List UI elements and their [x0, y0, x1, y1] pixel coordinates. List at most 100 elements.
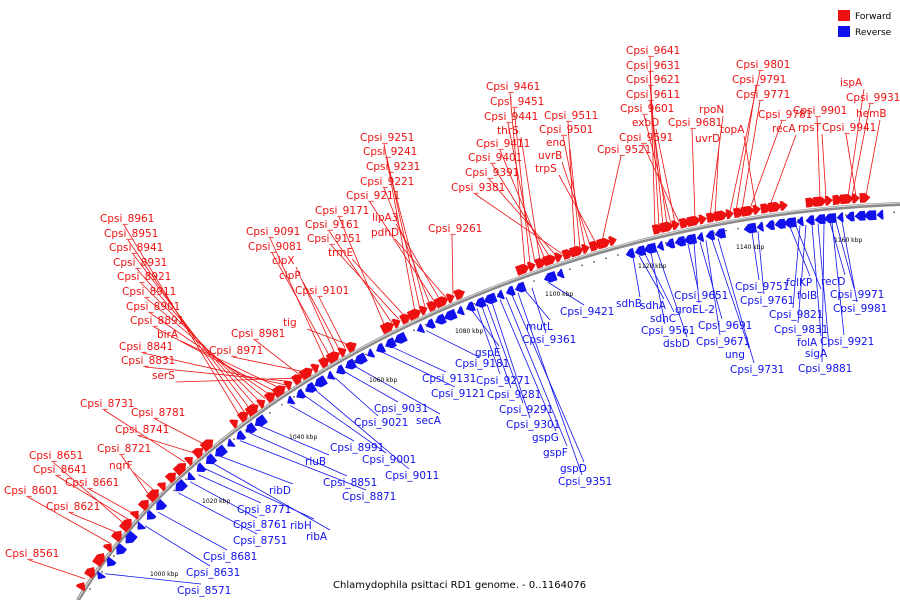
- leader-line: [711, 239, 750, 349]
- gene-arrow: [283, 380, 293, 391]
- gene-arrow: [97, 571, 106, 580]
- gene-arrow: [196, 462, 207, 472]
- leader-line: [425, 330, 480, 358]
- gene-arrow: [580, 244, 590, 254]
- leader-line: [318, 296, 346, 349]
- forward-gene-label: trpS: [535, 163, 557, 175]
- gene-arrow: [137, 521, 146, 530]
- forward-gene-label: Cpsi_8651: [29, 450, 83, 462]
- forward-gene-label: Cpsi_8641: [33, 464, 87, 476]
- leader-line: [120, 454, 151, 497]
- gene-arrow: [199, 439, 214, 453]
- gene-arrow: [118, 518, 132, 533]
- leader-line: [338, 216, 386, 327]
- leader-line: [649, 85, 664, 226]
- leader-line: [104, 573, 202, 585]
- reverse-gene-label: Cpsi_9121: [431, 388, 485, 400]
- forward-gene-label: Cpsi_9161: [305, 219, 359, 231]
- leader-line: [499, 149, 546, 260]
- tick-dot: [113, 555, 115, 557]
- forward-gene-label: birA: [157, 329, 179, 341]
- tick-dot: [665, 242, 667, 244]
- genome-title: Chlamydophila psittaci RD1 genome. - 0..…: [333, 580, 586, 591]
- forward-gene-label: nqrF: [109, 460, 133, 472]
- forward-gene-label: Cpsi_8931: [113, 257, 167, 269]
- tick-dot: [269, 412, 271, 414]
- tick-dot: [473, 302, 475, 305]
- tick-label: 1000 kbp: [150, 571, 178, 578]
- forward-gene-label: Cpsi_9511: [544, 110, 598, 122]
- gene-arrow: [145, 489, 159, 503]
- leader-line: [816, 116, 821, 200]
- forward-gene-label: clpP: [279, 270, 301, 282]
- gene-arrow: [106, 556, 117, 567]
- gene-arrow: [314, 375, 328, 388]
- gene-arrow: [394, 331, 408, 344]
- gene-arrow: [379, 321, 395, 335]
- reverse-gene-label: secA: [416, 415, 442, 427]
- leader-line: [476, 308, 501, 375]
- forward-gene-label: Cpsi_9801: [736, 59, 790, 71]
- forward-gene-label: clpX: [272, 255, 295, 267]
- leader-line: [381, 351, 456, 388]
- forward-gene-label: rpoN: [699, 104, 724, 116]
- forward-gene-label: Cpsi_9451: [490, 96, 544, 108]
- forward-gene-label: Cpsi_9901: [793, 105, 847, 117]
- gene-arrow: [137, 499, 149, 511]
- gene-arrow: [433, 296, 449, 309]
- tick-dot: [173, 489, 175, 492]
- forward-gene-label: Cpsi_9261: [428, 223, 482, 235]
- forward-gene-label: Cpsi_9091: [246, 226, 300, 238]
- leader-line: [792, 225, 801, 309]
- tick-dot: [725, 229, 727, 232]
- reverse-gene-label: Cpsi_9561: [641, 325, 695, 337]
- reverse-gene-label: ung: [725, 349, 745, 361]
- gene-arrow: [418, 305, 428, 316]
- forward-gene-label: Cpsi_8731: [80, 398, 134, 410]
- forward-gene-label: Cpsi_9401: [468, 152, 522, 164]
- reverse-gene-label: Cpsi_9031: [374, 403, 428, 415]
- reverse-gene-label: sigA: [805, 348, 828, 360]
- gene-arrow: [376, 342, 387, 353]
- leader-line: [304, 395, 387, 454]
- leader-line: [517, 292, 583, 476]
- leader-line: [354, 366, 441, 415]
- reverse-gene-label: Cpsi_8761: [233, 519, 287, 531]
- leader-line: [569, 148, 581, 249]
- leader-line: [847, 88, 865, 197]
- leader-line: [28, 559, 86, 580]
- leader-line: [687, 244, 699, 290]
- reverse-gene-label: Cpsi_8851: [323, 477, 377, 489]
- leader-line: [601, 155, 622, 242]
- leader-line: [821, 222, 825, 363]
- reverse-gene-label: ribH: [290, 520, 312, 532]
- gene-arrow: [752, 204, 761, 215]
- gene-arrow: [345, 358, 357, 370]
- leader-line: [499, 299, 557, 432]
- leader-line: [821, 133, 827, 199]
- reverse-gene-label: Cpsi_8631: [186, 567, 240, 579]
- gene-arrow: [556, 268, 565, 279]
- tick-dot: [413, 329, 415, 331]
- leader-line: [547, 281, 585, 306]
- legend-forward-swatch: [838, 10, 850, 21]
- gene-arrow: [406, 308, 422, 321]
- gene-arrow: [765, 220, 775, 231]
- forward-gene-label: Cpsi_9251: [360, 132, 414, 144]
- gene-arrow: [345, 341, 357, 353]
- forward-gene-label: Cpsi_8621: [46, 501, 100, 513]
- leader-line: [851, 103, 871, 197]
- leader-line: [649, 100, 668, 225]
- leader-line: [344, 371, 399, 403]
- forward-gene-label: Cpsi_8741: [115, 424, 169, 436]
- leader-line: [509, 92, 526, 267]
- gene-arrow: [445, 293, 455, 304]
- gene-arrow: [366, 348, 376, 358]
- leader-line: [232, 356, 306, 373]
- gene-arrow: [812, 196, 827, 207]
- leader-line: [741, 100, 761, 210]
- leader-line: [138, 435, 196, 454]
- leader-line: [69, 512, 119, 534]
- tick-dot: [593, 261, 595, 263]
- reverse-gene-label: sdhA: [640, 300, 667, 312]
